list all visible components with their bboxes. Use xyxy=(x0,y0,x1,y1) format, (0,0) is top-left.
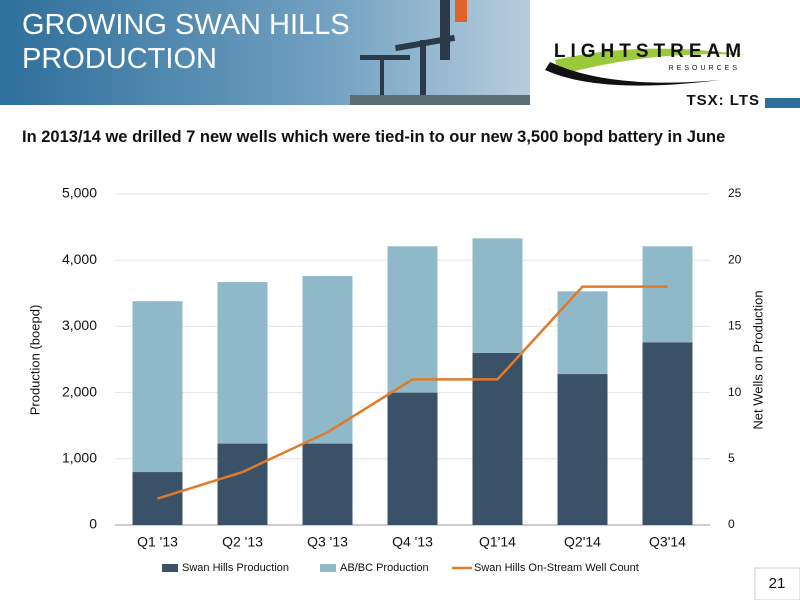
y2-tick-label: 10 xyxy=(728,385,742,399)
bar xyxy=(302,276,353,444)
legend-label: Swan Hills Production xyxy=(182,562,289,574)
legend-label: Swan Hills On-Stream Well Count xyxy=(474,562,639,574)
logo-swoosh xyxy=(555,48,745,75)
x-tick-label: Q1 '13 xyxy=(137,534,178,550)
logo-subtext: RESOURCES xyxy=(669,65,740,72)
header-strip xyxy=(765,98,800,108)
bar xyxy=(472,352,523,525)
y2-tick-label: 25 xyxy=(728,186,742,200)
y-axis-title: Production (boepd) xyxy=(27,305,42,416)
chart-title: In 2013/14 we drilled 7 new wells which … xyxy=(22,128,726,146)
bar xyxy=(217,282,268,444)
y-tick-label: 0 xyxy=(89,516,97,532)
bar xyxy=(387,392,438,525)
y-tick-label: 4,000 xyxy=(62,251,97,267)
page-number-box xyxy=(754,567,800,600)
x-tick-label: Q3'14 xyxy=(649,534,686,550)
legend-label: AB/BC Production xyxy=(340,562,429,574)
y-tick-label: 1,000 xyxy=(62,450,97,466)
x-tick-label: Q2 '13 xyxy=(222,534,263,550)
legend-swatch xyxy=(320,564,336,572)
y2-tick-label: 20 xyxy=(728,252,742,266)
legend-swatch xyxy=(162,564,178,572)
y2-axis-title: Net Wells on Production xyxy=(750,290,765,429)
y2-tick-label: 15 xyxy=(728,319,742,333)
x-tick-label: Q4 '13 xyxy=(392,534,433,550)
logo-swoosh xyxy=(545,62,720,86)
y2-tick-label: 5 xyxy=(728,451,735,465)
bar xyxy=(302,443,353,525)
bar xyxy=(557,291,608,375)
bar xyxy=(387,246,438,393)
bar xyxy=(557,374,608,525)
slide-title: GROWING SWAN HILLS PRODUCTION xyxy=(22,8,350,76)
bar xyxy=(217,443,268,525)
page-number: 21 xyxy=(769,575,786,592)
x-tick-label: Q1'14 xyxy=(479,534,516,550)
ticker: TSX: LTS xyxy=(686,92,760,109)
bar xyxy=(642,342,693,525)
line-series xyxy=(157,285,668,500)
bar xyxy=(132,472,183,525)
bar xyxy=(642,246,693,343)
x-tick-label: Q2'14 xyxy=(564,534,601,550)
y-tick-label: 2,000 xyxy=(62,383,97,399)
slide-title-line: GROWING SWAN HILLS xyxy=(22,9,350,41)
bar xyxy=(472,238,523,353)
pumpjack-image xyxy=(350,0,530,105)
logo-text: LIGHTSTREAM xyxy=(554,41,746,62)
y2-tick-label: 0 xyxy=(728,517,735,531)
x-tick-label: Q3 '13 xyxy=(307,534,348,550)
bar xyxy=(132,301,183,473)
slide-title-line: PRODUCTION xyxy=(22,43,217,75)
y-tick-label: 3,000 xyxy=(62,317,97,333)
y-tick-label: 5,000 xyxy=(62,185,97,201)
